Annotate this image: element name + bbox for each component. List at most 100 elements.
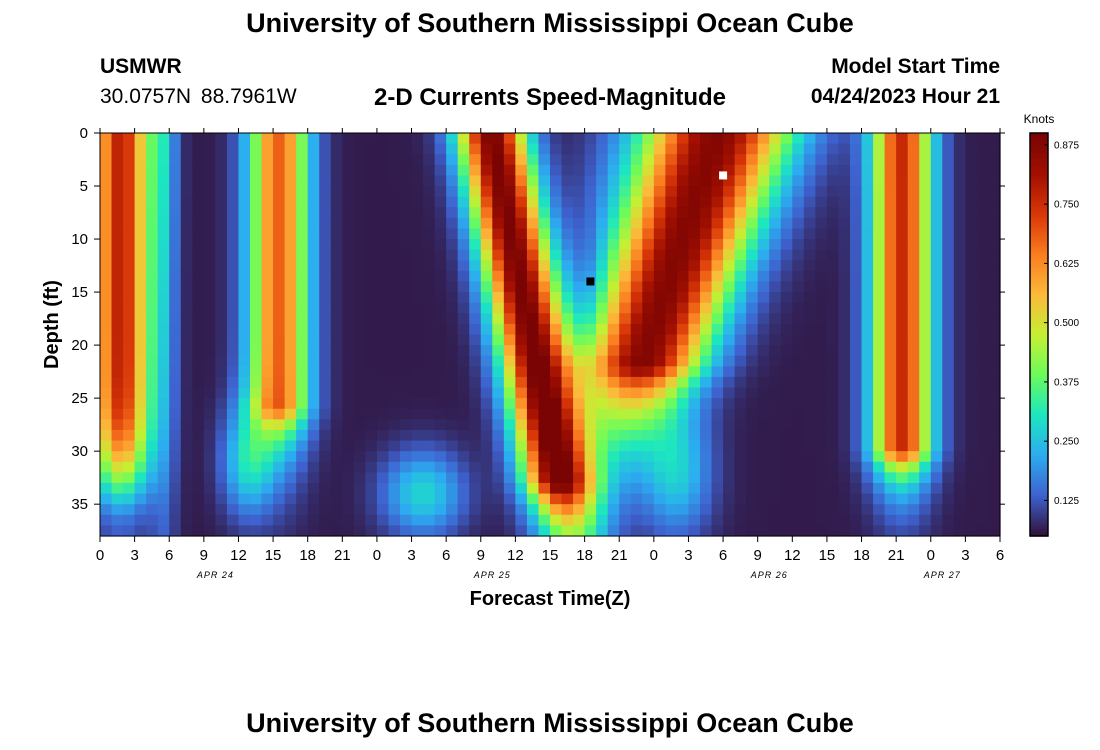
heatmap-cell bbox=[400, 249, 413, 261]
heatmap-cell bbox=[653, 429, 666, 442]
heatmap-cell bbox=[215, 493, 228, 505]
heatmap-cell bbox=[492, 154, 505, 166]
heatmap-cell bbox=[630, 345, 643, 357]
heatmap-cell bbox=[665, 196, 678, 208]
heatmap-cell bbox=[434, 186, 447, 198]
heatmap-cell bbox=[873, 419, 886, 431]
heatmap-cell bbox=[319, 493, 332, 505]
heatmap-cell bbox=[826, 398, 840, 410]
heatmap-cell bbox=[353, 429, 366, 442]
heatmap-cell bbox=[111, 175, 124, 187]
colorbar-swatch bbox=[1030, 193, 1048, 197]
heatmap-cell bbox=[226, 461, 240, 473]
heatmap-cell bbox=[157, 270, 170, 283]
heatmap-cell bbox=[215, 164, 228, 177]
heatmap-cell bbox=[180, 419, 193, 431]
heatmap-cell bbox=[342, 143, 355, 155]
heatmap-cell bbox=[100, 281, 113, 293]
heatmap-cell bbox=[319, 302, 332, 314]
heatmap-cell bbox=[446, 376, 459, 389]
heatmap-cell bbox=[526, 313, 540, 325]
heatmap-cell bbox=[976, 355, 990, 367]
heatmap-cell bbox=[492, 175, 505, 187]
heatmap-cell bbox=[342, 249, 355, 261]
colorbar-swatch bbox=[1030, 465, 1048, 469]
heatmap-cell bbox=[861, 504, 874, 516]
heatmap-cell bbox=[215, 419, 228, 431]
heatmap-cell bbox=[884, 281, 897, 293]
heatmap-cell bbox=[930, 133, 943, 145]
heatmap-cell bbox=[388, 472, 401, 484]
heatmap-cell bbox=[711, 334, 724, 346]
heatmap-cell bbox=[400, 482, 413, 495]
heatmap-cell bbox=[388, 355, 401, 367]
heatmap-cell bbox=[273, 313, 286, 325]
heatmap-cell bbox=[434, 451, 447, 463]
heatmap-cell bbox=[850, 408, 863, 420]
heatmap-cell bbox=[700, 207, 713, 219]
heatmap-cell bbox=[388, 376, 401, 389]
heatmap-cell bbox=[757, 133, 770, 145]
heatmap-cell bbox=[353, 398, 366, 410]
colorbar-swatch bbox=[1030, 523, 1048, 527]
heatmap-cell bbox=[584, 292, 597, 304]
heatmap-cell bbox=[919, 334, 932, 346]
heatmap-cell bbox=[111, 408, 124, 420]
heatmap-cell bbox=[469, 207, 482, 219]
heatmap-cell bbox=[157, 419, 170, 431]
heatmap-cell bbox=[111, 482, 124, 495]
heatmap-cell bbox=[134, 376, 147, 389]
heatmap-cell bbox=[653, 493, 666, 505]
heatmap-cell bbox=[561, 376, 574, 389]
heatmap-cell bbox=[296, 207, 309, 219]
heatmap-cell bbox=[596, 345, 609, 357]
colorbar-swatch bbox=[1030, 435, 1048, 439]
heatmap-cell bbox=[503, 440, 516, 452]
heatmap-cell bbox=[642, 355, 655, 367]
colorbar-swatch bbox=[1030, 349, 1048, 353]
heatmap-cell bbox=[769, 207, 782, 219]
heatmap-cell bbox=[919, 355, 932, 367]
heatmap-cell bbox=[919, 239, 932, 251]
heatmap-cell bbox=[469, 313, 482, 325]
heatmap-cell bbox=[665, 514, 678, 526]
heatmap-cell bbox=[642, 186, 655, 198]
colorbar-swatch bbox=[1030, 415, 1048, 419]
heatmap-cell bbox=[169, 345, 182, 357]
heatmap-cell bbox=[226, 493, 240, 505]
heatmap-cell bbox=[365, 376, 378, 389]
heatmap-cell bbox=[861, 196, 874, 208]
colorbar-swatch bbox=[1030, 269, 1048, 273]
heatmap-cell bbox=[630, 207, 643, 219]
heatmap-cell bbox=[630, 493, 643, 505]
heatmap-cell bbox=[319, 154, 332, 166]
heatmap-cell bbox=[261, 525, 274, 537]
heatmap-cell bbox=[261, 514, 274, 526]
heatmap-cell bbox=[653, 451, 666, 463]
heatmap-cell bbox=[503, 525, 516, 537]
heatmap-cell bbox=[192, 143, 205, 155]
heatmap-cell bbox=[342, 302, 355, 314]
heatmap-cell bbox=[700, 323, 713, 336]
heatmap-cell bbox=[850, 154, 863, 166]
heatmap-cell bbox=[296, 313, 309, 325]
heatmap-cell bbox=[261, 249, 274, 261]
heatmap-cell bbox=[803, 239, 816, 251]
heatmap-cell bbox=[907, 472, 920, 484]
heatmap-cell bbox=[330, 451, 343, 463]
x-tick-label: 9 bbox=[754, 547, 762, 564]
heatmap-cell bbox=[365, 133, 378, 145]
heatmap-cell bbox=[503, 207, 516, 219]
heatmap-cell bbox=[596, 175, 609, 187]
heatmap-cell bbox=[100, 133, 113, 145]
heatmap-cell bbox=[123, 366, 136, 378]
heatmap-cell bbox=[261, 217, 274, 230]
heatmap-cell bbox=[757, 429, 770, 442]
heatmap-cell bbox=[653, 143, 666, 155]
colorbar-swatch bbox=[1030, 407, 1048, 411]
colorbar-swatch bbox=[1030, 138, 1048, 142]
heatmap-cell bbox=[134, 164, 147, 177]
heatmap-cell bbox=[642, 334, 655, 346]
heatmap-cell bbox=[584, 175, 597, 187]
heatmap-cell bbox=[665, 154, 678, 166]
